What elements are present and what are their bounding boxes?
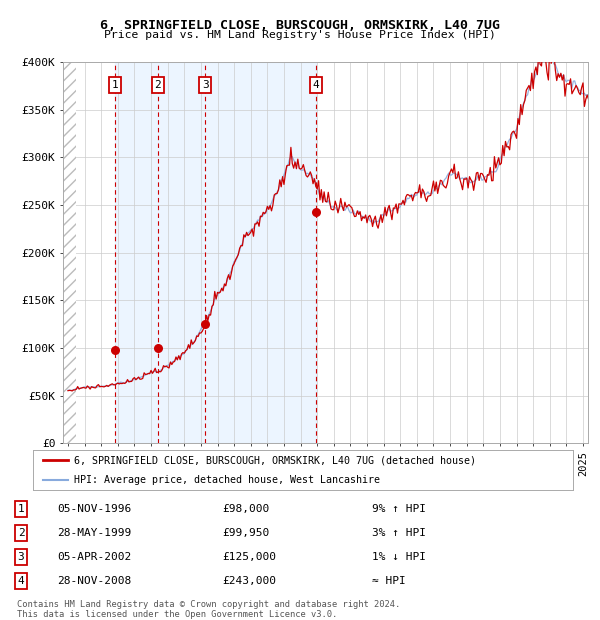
Text: 4: 4 <box>17 576 25 586</box>
Text: 3: 3 <box>17 552 25 562</box>
Text: 9% ↑ HPI: 9% ↑ HPI <box>372 504 426 514</box>
Bar <box>63 62 76 443</box>
Text: This data is licensed under the Open Government Licence v3.0.: This data is licensed under the Open Gov… <box>17 610 337 619</box>
Bar <box>63 62 76 443</box>
Text: 1: 1 <box>112 80 119 90</box>
Text: 05-NOV-1996: 05-NOV-1996 <box>57 504 131 514</box>
Text: 4: 4 <box>313 80 319 90</box>
Text: 28-NOV-2008: 28-NOV-2008 <box>57 576 131 586</box>
Text: 2: 2 <box>154 80 161 90</box>
Text: 3% ↑ HPI: 3% ↑ HPI <box>372 528 426 538</box>
Text: 1: 1 <box>17 504 25 514</box>
Text: £125,000: £125,000 <box>222 552 276 562</box>
Text: 05-APR-2002: 05-APR-2002 <box>57 552 131 562</box>
Text: ≈ HPI: ≈ HPI <box>372 576 406 586</box>
Text: HPI: Average price, detached house, West Lancashire: HPI: Average price, detached house, West… <box>74 475 380 485</box>
Text: 2: 2 <box>17 528 25 538</box>
Text: 1% ↓ HPI: 1% ↓ HPI <box>372 552 426 562</box>
Text: 3: 3 <box>202 80 209 90</box>
Text: Contains HM Land Registry data © Crown copyright and database right 2024.: Contains HM Land Registry data © Crown c… <box>17 600 400 609</box>
Text: 6, SPRINGFIELD CLOSE, BURSCOUGH, ORMSKIRK, L40 7UG (detached house): 6, SPRINGFIELD CLOSE, BURSCOUGH, ORMSKIR… <box>74 455 476 466</box>
Bar <box>115 62 316 443</box>
Text: 6, SPRINGFIELD CLOSE, BURSCOUGH, ORMSKIRK, L40 7UG: 6, SPRINGFIELD CLOSE, BURSCOUGH, ORMSKIR… <box>100 19 500 32</box>
Text: 28-MAY-1999: 28-MAY-1999 <box>57 528 131 538</box>
Text: £243,000: £243,000 <box>222 576 276 586</box>
Text: Price paid vs. HM Land Registry's House Price Index (HPI): Price paid vs. HM Land Registry's House … <box>104 30 496 40</box>
Text: £99,950: £99,950 <box>222 528 269 538</box>
Text: £98,000: £98,000 <box>222 504 269 514</box>
